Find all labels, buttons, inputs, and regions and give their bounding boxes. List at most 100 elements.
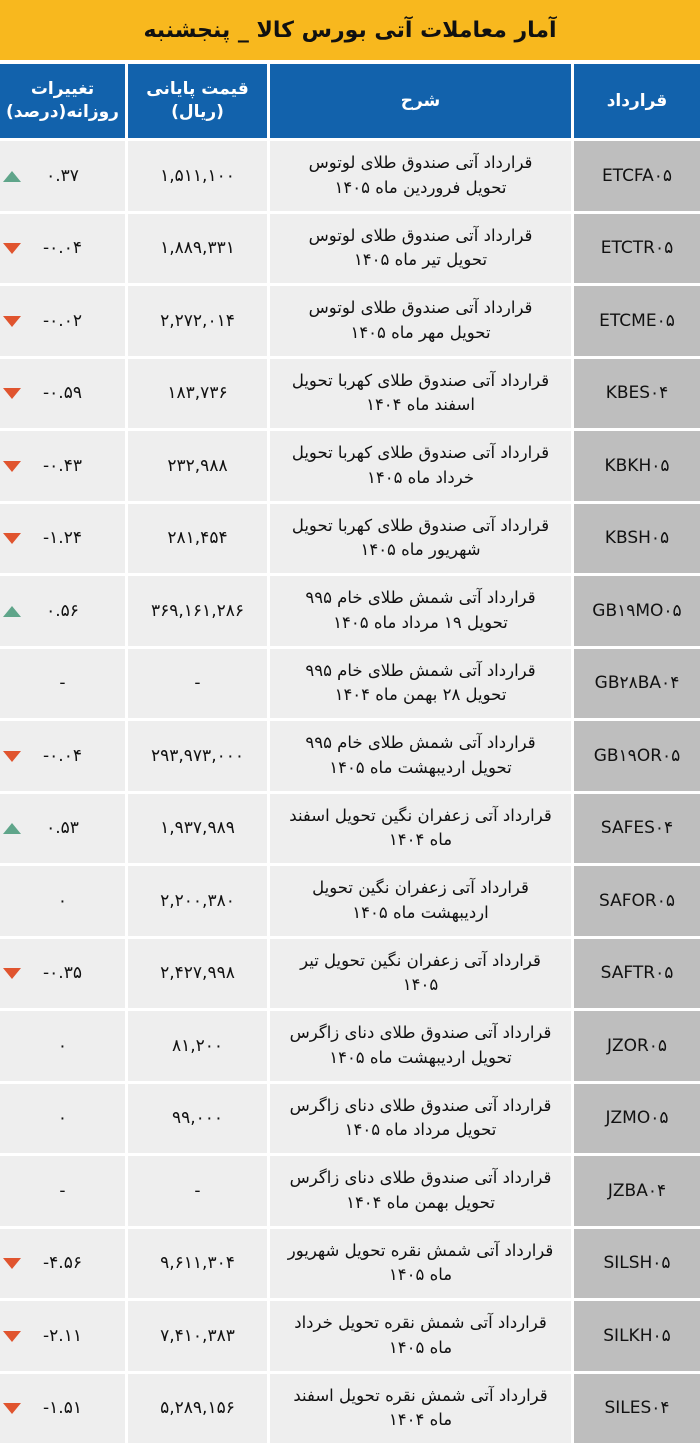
- description-cell: قرارداد آتی زعفران نگین تحویل تیر ۱۴۰۵: [270, 938, 571, 1008]
- table-row: -۰.۴۳ ۲۳۲,۹۸۸ قرارداد آتی صندوق طلای کهربا…: [0, 431, 700, 501]
- change-value: ۰: [57, 1035, 68, 1056]
- change-value: -۰.۰۴: [43, 745, 82, 766]
- description-line-2: ماه ۱۴۰۵: [388, 1337, 453, 1357]
- description-line-2: تحویل ۲۸ بهمن ماه ۱۴۰۴: [334, 685, 507, 705]
- change-cell: -۰.۳۵: [0, 938, 125, 1008]
- table-row: ۰.۳۷ ۱,۵۱۱,۱۰۰ قرارداد آتی صندوق طلای لوتو…: [0, 141, 700, 211]
- description-line-1: قرارداد آتی شمش نقره تحویل اسفند: [293, 1385, 548, 1405]
- contract-cell: KBES۰۴: [574, 358, 700, 428]
- contract-cell: JZMO۰۵: [574, 1083, 700, 1153]
- price-cell: ۲,۲۰۰,۳۸۰: [128, 866, 267, 936]
- change-value: ۰: [57, 890, 68, 911]
- description-cell: قرارداد آتی صندوق طلای لوتوس تحویل فروردی…: [270, 141, 571, 211]
- change-cell: ۰.۳۷: [0, 141, 125, 211]
- page-title: آمار معاملات آتی بورس کالا _ پنجشنبه: [0, 0, 700, 60]
- price-cell: ۱,۵۱۱,۱۰۰: [128, 141, 267, 211]
- change-cell: -۱.۵۱: [0, 1373, 125, 1443]
- price-cell: ۲۳۲,۹۸۸: [128, 431, 267, 501]
- down-triangle-icon: [3, 533, 21, 545]
- down-triangle-icon: [3, 968, 21, 980]
- price-cell: ۱۸۳,۷۳۶: [128, 358, 267, 428]
- contract-cell: GB۱۹OR۰۵: [574, 721, 700, 791]
- down-triangle-icon: [3, 315, 21, 327]
- description-line-1: قرارداد آتی صندوق طلای لوتوس: [308, 153, 533, 172]
- down-triangle-icon: [3, 1403, 21, 1415]
- change-cell: -۰.۵۹: [0, 358, 125, 428]
- price-cell: ۱,۸۸۹,۳۳۱: [128, 213, 267, 283]
- contract-cell: ETCTR۰۵: [574, 213, 700, 283]
- change-value: -۴.۵۶: [43, 1253, 82, 1274]
- description-line-2: ماه ۱۴۰۴: [388, 1410, 453, 1430]
- change-value: -: [59, 1180, 66, 1201]
- description-cell: قرارداد آتی شمش طلای خام ۹۹۵ تحویل ۱۹ مرد…: [270, 576, 571, 646]
- table-row: -۰.۵۹ ۱۸۳,۷۳۶ قرارداد آتی صندوق طلای کهربا…: [0, 358, 700, 428]
- description-line-2: ماه ۱۴۰۴: [388, 830, 453, 850]
- description-cell: قرارداد آتی صندوق طلای لوتوس تحویل تیر ما…: [270, 213, 571, 283]
- contract-cell: ETCME۰۵: [574, 286, 700, 356]
- description-line-2: تحویل بهمن ماه ۱۴۰۴: [346, 1192, 495, 1212]
- contract-cell: SAFTR۰۵: [574, 938, 700, 1008]
- table-row: ۰ ۹۹,۰۰۰ قرارداد آتی صندوق طلای دنای زاگرس…: [0, 1083, 700, 1153]
- description-cell: قرارداد آتی صندوق طلای کهربا تحویل خرداد …: [270, 431, 571, 501]
- table-row: ۰ ۸۱,۲۰۰ قرارداد آتی صندوق طلای دنای زاگرس…: [0, 1011, 700, 1081]
- contract-cell: KBSH۰۵: [574, 503, 700, 573]
- change-cell: ۰.۵۳: [0, 793, 125, 863]
- change-cell: -: [0, 648, 125, 718]
- change-cell: -۲.۱۱: [0, 1301, 125, 1371]
- description-line-1: قرارداد آتی صندوق طلای کهربا تحویل: [291, 443, 550, 462]
- change-value: -۰.۳۵: [43, 963, 82, 984]
- change-value: -۱.۲۴: [43, 528, 82, 549]
- contract-cell: ETCFA۰۵: [574, 141, 700, 211]
- up-triangle-icon: [3, 605, 21, 617]
- price-cell: ۲,۴۲۷,۹۹۸: [128, 938, 267, 1008]
- contract-cell: SILKH۰۵: [574, 1301, 700, 1371]
- description-cell: قرارداد آتی صندوق طلای دنای زاگرس تحویل ا…: [270, 1011, 571, 1081]
- up-triangle-icon: [3, 170, 21, 182]
- description-line-1: قرارداد آتی صندوق طلای کهربا تحویل: [291, 370, 550, 390]
- table-row: -۱.۵۱ ۵,۲۸۹,۱۵۶ قرارداد آتی شمش نقره تحویل…: [0, 1373, 700, 1443]
- change-value: -: [59, 673, 66, 694]
- change-cell: ۰: [0, 1011, 125, 1081]
- table-row: - - قرارداد آتی شمش طلای خام ۹۹۵ تحویل ۲۸ ب…: [0, 648, 700, 718]
- description-cell: قرارداد آتی صندوق طلای لوتوس تحویل مهر ما…: [270, 286, 571, 356]
- description-line-2: اردیبهشت ماه ۱۴۰۵: [352, 902, 489, 922]
- contract-cell: SILES۰۴: [574, 1373, 700, 1443]
- table-row: -۲.۱۱ ۷,۴۱۰,۳۸۳ قرارداد آتی شمش نقره تحویل…: [0, 1301, 700, 1371]
- table-row: ۰.۵۳ ۱,۹۳۷,۹۸۹ قرارداد آتی زعفران نگین تحو…: [0, 793, 700, 863]
- contract-cell: SAFES۰۴: [574, 793, 700, 863]
- description-cell: قرارداد آتی صندوق طلای دنای زاگرس تحویل ب…: [270, 1156, 571, 1226]
- description-line-2: تحویل اردیبهشت ماه ۱۴۰۵: [329, 1047, 512, 1067]
- change-cell: ۰: [0, 866, 125, 936]
- change-value: -۰.۰۲: [43, 310, 82, 331]
- change-value: ۰: [57, 1108, 68, 1129]
- description-cell: قرارداد آتی شمش طلای خام ۹۹۵ تحویل اردیبه…: [270, 721, 571, 791]
- description-cell: قرارداد آتی شمش نقره تحویل اسفند ماه ۱۴۰۴: [270, 1373, 571, 1443]
- description-line-1: قرارداد آتی شمش طلای خام ۹۹۵: [305, 588, 536, 607]
- description-line-2: ماه ۱۴۰۵: [388, 1265, 453, 1285]
- up-triangle-icon: [3, 823, 21, 835]
- change-cell: -۰.۴۳: [0, 431, 125, 501]
- description-line-2: تحویل تیر ماه ۱۴۰۵: [353, 250, 488, 270]
- contract-cell: JZOR۰۵: [574, 1011, 700, 1081]
- description-line-1: قرارداد آتی صندوق طلای لوتوس: [308, 225, 533, 245]
- down-triangle-icon: [3, 750, 21, 762]
- table-row: -۰.۰۴ ۲۹۳,۹۷۳,۰۰۰ قرارداد آتی شمش طلای خام…: [0, 721, 700, 791]
- table-row: -۰.۰۴ ۱,۸۸۹,۳۳۱ قرارداد آتی صندوق طلای لوت…: [0, 213, 700, 283]
- description-line-1: قرارداد آتی زعفران نگین تحویل تیر: [300, 950, 541, 970]
- description-line-1: قرارداد آتی صندوق طلای دنای زاگرس: [289, 1095, 552, 1115]
- table-row: -۴.۵۶ ۹,۶۱۱,۳۰۴ قرارداد آتی شمش نقره تحویل…: [0, 1228, 700, 1298]
- description-line-2: تحویل مهر ماه ۱۴۰۵: [350, 322, 491, 342]
- description-line-1: قرارداد آتی زعفران نگین تحویل اسفند: [289, 805, 552, 825]
- description-line-2: خرداد ماه ۱۴۰۵: [366, 467, 475, 487]
- change-value: -۰.۰۴: [43, 238, 82, 259]
- table-row: -۰.۳۵ ۲,۴۲۷,۹۹۸ قرارداد آتی زعفران نگین تح…: [0, 938, 700, 1008]
- table-header: تغییرات روزانه(درصد) قیمت پایانی (ریال) …: [0, 64, 700, 138]
- change-cell: ۰: [0, 1083, 125, 1153]
- contract-cell: SAFOR۰۵: [574, 866, 700, 936]
- description-line-1: قرارداد آتی صندوق طلای دنای زاگرس: [289, 1168, 552, 1187]
- price-cell: ۲۹۳,۹۷۳,۰۰۰: [128, 721, 267, 791]
- table-row: ۰ ۲,۲۰۰,۳۸۰ قرارداد آتی زعفران نگین تحویل ا…: [0, 866, 700, 936]
- change-cell: -: [0, 1156, 125, 1226]
- price-cell: ۹۹,۰۰۰: [128, 1083, 267, 1153]
- contract-cell: SILSH۰۵: [574, 1228, 700, 1298]
